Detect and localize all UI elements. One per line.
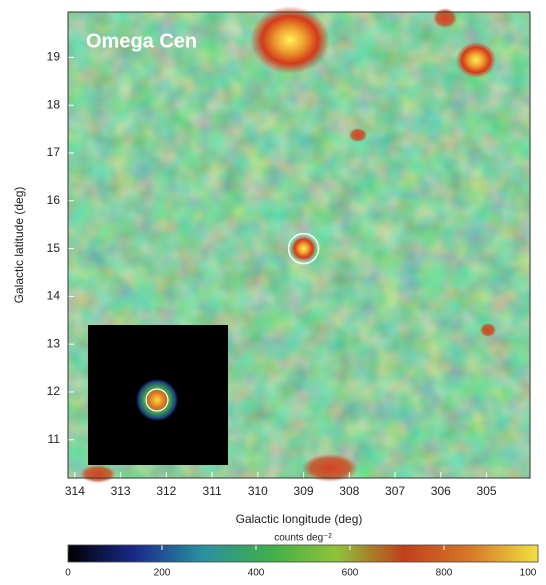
- hot-spot: [349, 128, 367, 142]
- x-tick-label: 309: [294, 484, 314, 498]
- y-tick-label: 15: [47, 241, 61, 255]
- y-tick-label: 12: [47, 384, 61, 398]
- y-tick-label: 18: [47, 97, 61, 111]
- hot-spot: [433, 8, 457, 28]
- x-tick-label: 310: [248, 484, 268, 498]
- y-tick-label: 16: [47, 193, 61, 207]
- colorbar: [68, 545, 538, 562]
- x-tick-label: 311: [203, 484, 222, 498]
- sky-map: Omega Cen: [68, 6, 530, 483]
- x-tick-label: 314: [65, 484, 85, 498]
- x-tick-label: 306: [431, 484, 451, 498]
- colorbar-tick-label: 600: [342, 568, 359, 579]
- hot-spot: [250, 6, 330, 74]
- colorbar-label: counts deg⁻²: [274, 533, 332, 544]
- x-tick-label: 313: [111, 484, 131, 498]
- colorbar-tick-label: 400: [248, 568, 265, 579]
- x-tick-label: 305: [477, 484, 497, 498]
- y-tick-label: 17: [47, 145, 61, 159]
- x-axis-label: Galactic longitude (deg): [236, 512, 363, 526]
- hot-spot: [480, 323, 496, 337]
- colorbar-tick-label: 800: [436, 568, 453, 579]
- hot-spot: [80, 465, 116, 483]
- y-tick-label: 13: [47, 336, 61, 350]
- hot-spot: [456, 42, 496, 78]
- x-tick-label: 312: [156, 484, 176, 498]
- colorbar-tick-label: 0: [65, 568, 71, 579]
- y-tick-label: 14: [47, 289, 61, 303]
- x-tick-label: 308: [339, 484, 359, 498]
- y-tick-label: 11: [48, 432, 61, 446]
- x-tick-label: 307: [385, 484, 405, 498]
- source-spot: [291, 236, 317, 262]
- y-tick-label: 19: [47, 50, 61, 64]
- inset-source: [135, 378, 179, 422]
- y-axis-label: Galactic latitude (deg): [12, 187, 26, 304]
- chart: Omega Cen Galactic longitude (deg) Galac…: [0, 0, 546, 585]
- colorbar-tick-label: 100: [520, 568, 537, 579]
- chart-title: Omega Cen: [86, 30, 197, 52]
- colorbar-tick-label: 200: [154, 568, 171, 579]
